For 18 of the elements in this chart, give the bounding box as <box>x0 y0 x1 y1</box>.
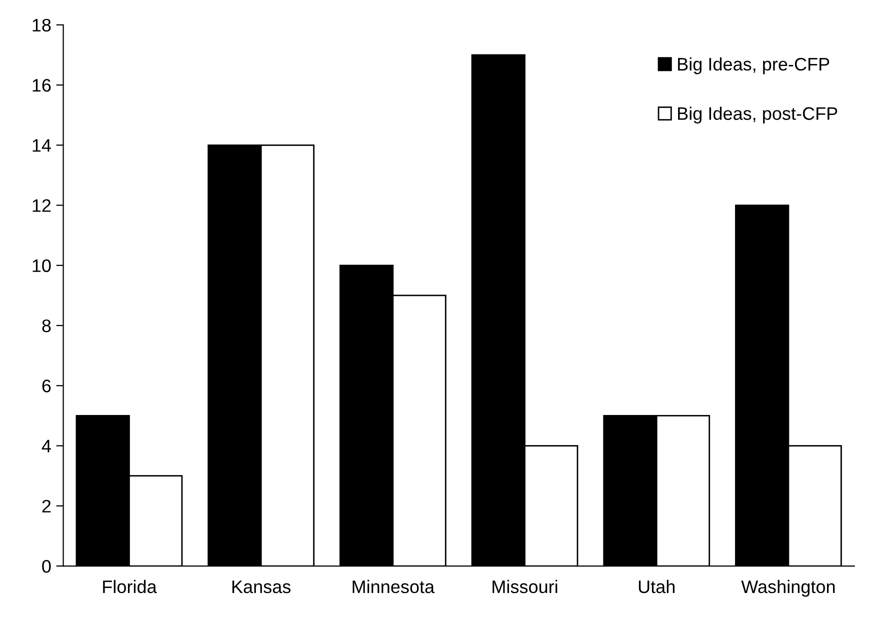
y-tick-label: 18 <box>32 18 51 32</box>
x-tick-label: Missouri <box>492 580 558 594</box>
y-tick-label: 10 <box>32 259 51 272</box>
y-tick-label: 12 <box>32 199 51 212</box>
y-tick-label: 2 <box>42 500 51 512</box>
x-tick-label: Utah <box>638 580 675 594</box>
legend-label: Big Ideas, pre-CFP <box>678 57 830 74</box>
y-tick-label: 14 <box>32 139 51 152</box>
y-tick-label: 8 <box>42 319 51 332</box>
y-tick-label: 4 <box>42 440 51 452</box>
legend-label: Big Ideas, post-CFP <box>678 106 838 124</box>
x-tick-label: Minnesota <box>352 580 435 594</box>
x-tick-label: Florida <box>103 580 157 594</box>
y-tick-label: 16 <box>32 78 51 92</box>
y-tick-label: 6 <box>42 380 51 392</box>
y-tick-label: 0 <box>42 560 51 573</box>
x-tick-label: Washington <box>741 580 835 597</box>
x-tick-label: Kansas <box>232 580 291 594</box>
